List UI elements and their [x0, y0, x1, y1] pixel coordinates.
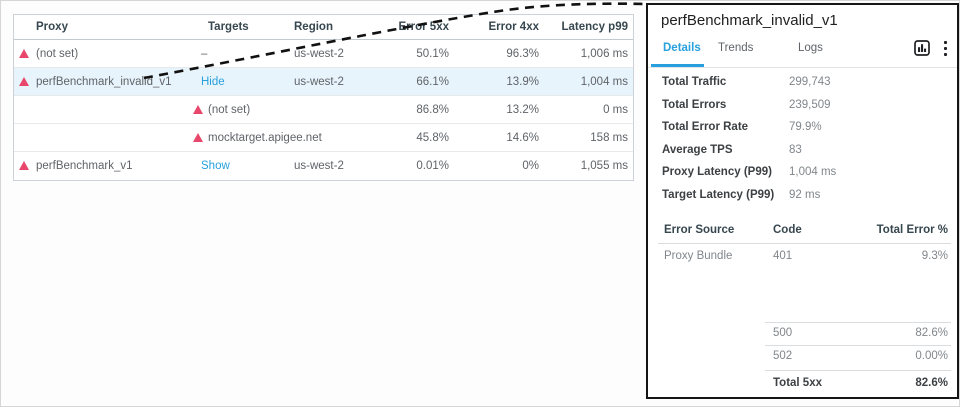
column-header-proxy[interactable]: Proxy: [36, 21, 68, 33]
error-5xx-value: 0.01%: [416, 160, 449, 172]
panel-title: perfBenchmark_invalid_v1: [661, 12, 838, 29]
column-header-error-4xx[interactable]: Error 4xx: [488, 21, 539, 33]
hide-targets-link[interactable]: Hide: [201, 76, 225, 88]
error-table-divider: [765, 370, 951, 371]
proxy-name: (not set): [36, 48, 79, 60]
metrics-list: Total Traffic 299,743 Total Errors 239,5…: [648, 71, 957, 206]
tab-logs[interactable]: Logs: [798, 42, 823, 54]
error-pct-value: 82.6%: [915, 327, 948, 339]
show-targets-link[interactable]: Show: [201, 160, 230, 172]
proxy-table-header: Proxy Targets Region Error 5xx Error 4xx…: [14, 15, 633, 40]
metric-value: 92 ms: [789, 188, 821, 201]
error-5xx-value: 66.1%: [416, 76, 449, 88]
warning-triangle-icon: [19, 49, 29, 58]
active-tab-underline: [651, 64, 704, 67]
error-table-row: 500 82.6%: [648, 324, 957, 342]
error-table-header: Error Source Code Total Error %: [648, 221, 957, 239]
metric-row: Total Errors 239,509: [648, 94, 957, 117]
error-4xx-value: 13.2%: [506, 104, 539, 116]
metric-row: Total Traffic 299,743: [648, 71, 957, 94]
metric-value: 1,004 ms: [789, 166, 837, 178]
error-code-value: 502: [773, 350, 793, 362]
error-5xx-value: 50.1%: [416, 48, 449, 60]
column-header-region[interactable]: Region: [294, 21, 333, 33]
bar-chart-icon[interactable]: [914, 40, 930, 56]
tab-trends[interactable]: Trends: [718, 42, 754, 54]
target-value: –: [201, 48, 208, 60]
column-header-error-5xx[interactable]: Error 5xx: [398, 21, 449, 33]
error-pct-value: 9.3%: [921, 250, 948, 262]
tab-bar-divider: [648, 67, 957, 68]
warning-triangle-icon: [193, 105, 203, 114]
warning-triangle-icon: [19, 161, 29, 170]
region-value: us-west-2: [294, 160, 344, 172]
column-header-code: Code: [773, 224, 802, 236]
error-4xx-value: 96.3%: [506, 48, 539, 60]
metric-label: Total Errors: [662, 98, 727, 111]
column-header-total-error-pct: Total Error %: [876, 224, 948, 236]
error-code-value: 401: [773, 250, 793, 262]
kebab-menu-icon[interactable]: [944, 41, 948, 56]
region-value: us-west-2: [294, 48, 344, 60]
error-code-value: 500: [773, 327, 793, 339]
error-table-divider: [765, 345, 951, 346]
proxy-name: perfBenchmark_v1: [36, 160, 133, 172]
proxy-name: perfBenchmark_invalid_v1: [36, 76, 172, 88]
metric-label: Target Latency (P99): [662, 188, 775, 201]
error-5xx-value: 86.8%: [416, 104, 449, 116]
table-row[interactable]: (not set) – us-west-2 50.1% 96.3% 1,006 …: [14, 40, 633, 68]
error-4xx-value: 13.9%: [506, 76, 539, 88]
latency-p99-value: 158 ms: [590, 132, 628, 144]
warning-triangle-icon: [19, 77, 29, 86]
tab-details[interactable]: Details: [663, 42, 701, 54]
column-header-targets[interactable]: Targets: [208, 21, 249, 33]
error-4xx-value: 0%: [522, 160, 539, 172]
latency-p99-value: 1,006 ms: [580, 48, 628, 60]
metric-row: Proxy Latency (P99) 1,004 ms: [648, 161, 957, 184]
table-row-target[interactable]: (not set) 86.8% 13.2% 0 ms: [14, 96, 633, 124]
metric-label: Total Error Rate: [662, 121, 749, 133]
error-5xx-value: 45.8%: [416, 132, 449, 144]
error-table-total-row: Total 5xx 82.6%: [648, 374, 957, 392]
target-name: (not set): [208, 104, 251, 116]
total-5xx-value: 82.6%: [915, 377, 948, 389]
proxy-table: Proxy Targets Region Error 5xx Error 4xx…: [13, 14, 634, 181]
detail-panel: perfBenchmark_invalid_v1 Details Trends …: [646, 3, 959, 399]
target-name: mocktarget.apigee.net: [208, 132, 322, 144]
metric-row: Average TPS 83: [648, 139, 957, 162]
error-table-row: 502 0.00%: [648, 347, 957, 365]
metric-row: Total Error Rate 79.9%: [648, 116, 957, 139]
column-header-latency-p99[interactable]: Latency p99: [561, 21, 628, 33]
latency-p99-value: 1,004 ms: [580, 76, 628, 88]
latency-p99-value: 0 ms: [603, 104, 628, 116]
table-row-selected[interactable]: perfBenchmark_invalid_v1 Hide us-west-2 …: [14, 68, 633, 96]
metric-row: Target Latency (P99) 92 ms: [648, 184, 957, 207]
metric-label: Proxy Latency (P99): [662, 166, 772, 178]
metric-value: 83: [789, 143, 802, 156]
error-pct-value: 0.00%: [915, 350, 948, 362]
error-4xx-value: 14.6%: [506, 132, 539, 144]
error-table-divider: [765, 322, 951, 323]
warning-triangle-icon: [193, 133, 203, 142]
region-value: us-west-2: [294, 76, 344, 88]
error-table-row: Proxy Bundle 401 9.3%: [648, 247, 957, 265]
metric-value: 79.9%: [789, 121, 822, 133]
table-row[interactable]: perfBenchmark_v1 Show us-west-2 0.01% 0%…: [14, 152, 633, 180]
total-5xx-label: Total 5xx: [773, 377, 822, 389]
latency-p99-value: 1,055 ms: [580, 160, 628, 172]
error-source-value: Proxy Bundle: [664, 250, 733, 262]
column-header-error-source: Error Source: [664, 224, 735, 236]
metric-label: Total Traffic: [662, 76, 727, 88]
metric-label: Average TPS: [662, 143, 733, 156]
metric-value: 299,743: [789, 76, 831, 88]
error-table-divider: [658, 243, 951, 244]
table-row-target[interactable]: mocktarget.apigee.net 45.8% 14.6% 158 ms: [14, 124, 633, 152]
metric-value: 239,509: [789, 98, 831, 111]
